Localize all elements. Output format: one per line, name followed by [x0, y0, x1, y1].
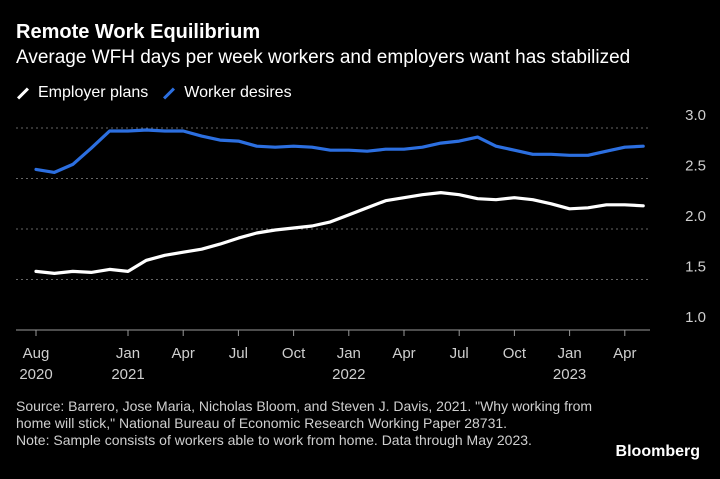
x-tick-label-5: Jan — [337, 345, 361, 362]
x-tick-label-0: Aug — [23, 345, 50, 362]
x-tick-year-1: 2021 — [111, 366, 144, 383]
x-tick-year-0: 2020 — [19, 366, 52, 383]
legend: Employer plans Worker desires — [16, 82, 306, 104]
y-tick-label-1.5: 1.5 — [685, 259, 706, 276]
legend-label-employer: Employer plans — [38, 84, 149, 101]
x-tick-year-5: 2022 — [332, 366, 365, 383]
source-note: Source: Barrero, Jose Maria, Nicholas Bl… — [16, 398, 616, 449]
x-tick-label-1: Jan — [116, 345, 140, 362]
x-tick-year-9: 2023 — [553, 366, 586, 383]
note-text: Note: Sample consists of workers able to… — [16, 432, 532, 448]
x-tick-label-4: Oct — [282, 345, 306, 362]
bloomberg-logo: Bloomberg — [615, 443, 700, 460]
legend-item-employer: Employer plans — [16, 84, 148, 102]
series-line-worker-desires — [34, 128, 645, 174]
y-tick-label-3.0: 3.0 — [685, 107, 706, 124]
y-tick-label-2.5: 2.5 — [685, 158, 706, 175]
x-tick-label-2: Apr — [172, 345, 195, 362]
x-tick-label-3: Jul — [229, 345, 248, 362]
x-tick-label-6: Apr — [392, 345, 415, 362]
x-tick-label-10: Apr — [613, 345, 636, 362]
chart-title: Remote Work Equilibrium — [16, 21, 261, 43]
x-tick-label-8: Oct — [503, 345, 527, 362]
chart-subtitle: Average WFH days per week workers and em… — [16, 47, 631, 68]
source-text: Source: Barrero, Jose Maria, Nicholas Bl… — [16, 398, 593, 431]
y-tick-label-1.0: 1.0 — [685, 309, 706, 326]
legend-label-worker: Worker desires — [184, 84, 292, 101]
x-tick-label-9: Jan — [558, 345, 582, 362]
x-tick-label-7: Jul — [450, 345, 469, 362]
y-tick-label-2.0: 2.0 — [685, 208, 706, 225]
series-line-employer-plans — [34, 191, 645, 275]
legend-item-worker: Worker desires — [162, 84, 292, 102]
